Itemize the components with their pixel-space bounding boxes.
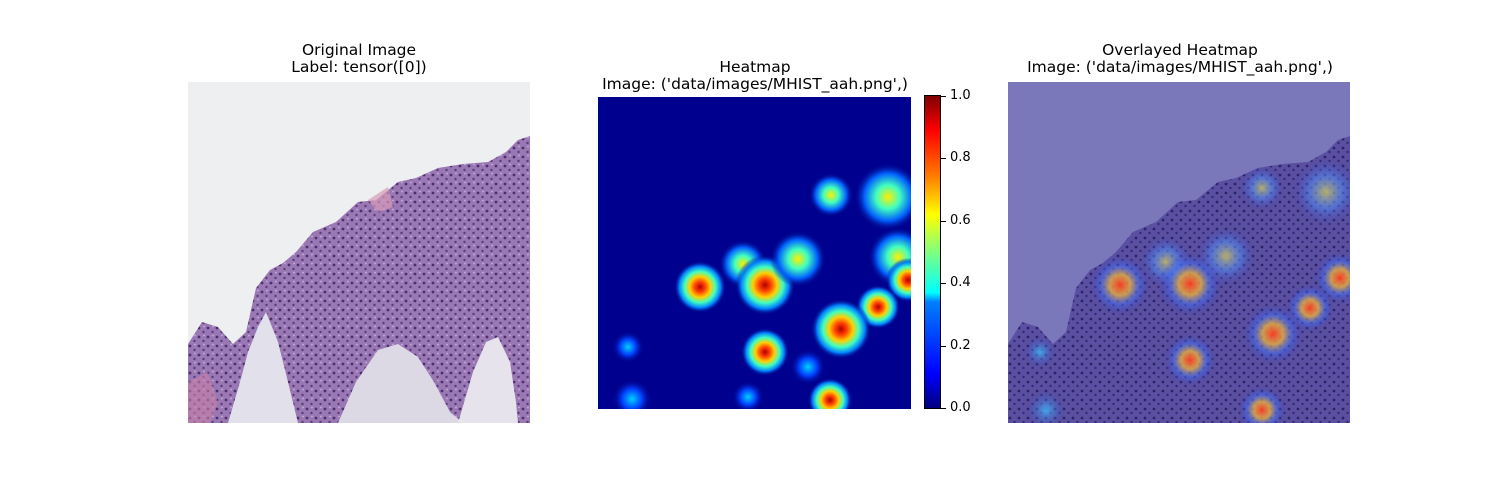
heatmap-title-line1: Heatmap — [560, 59, 950, 76]
colorbar-tick-mark — [941, 96, 946, 97]
original-image-title-line1: Original Image — [188, 42, 530, 59]
colorbar-tick-label: 0.2 — [950, 339, 971, 353]
colorbar-tick-label: 0.0 — [950, 401, 971, 415]
colorbar-tick-mark — [941, 158, 946, 159]
heatmap-title: Heatmap Image: ('data/images/MHIST_aah.p… — [560, 59, 950, 93]
heatmap-colorbar — [924, 95, 941, 409]
colorbar-tick-label: 0.4 — [950, 276, 971, 290]
original-image-label: Label: tensor([0]) — [188, 59, 530, 76]
overlayed-heatmap-image — [1008, 82, 1350, 423]
colorbar-tick-mark — [941, 408, 946, 409]
colorbar-tick-mark — [941, 283, 946, 284]
original-histology-image — [188, 82, 530, 423]
colorbar-tick-label: 1.0 — [950, 89, 971, 103]
overlay-image-path: Image: ('data/images/MHIST_aah.png',) — [985, 59, 1375, 76]
colorbar-tick-mark — [941, 221, 946, 222]
heatmap-image — [598, 97, 911, 409]
original-image-title: Original Image Label: tensor([0]) — [188, 42, 530, 76]
colorbar-tick-mark — [941, 346, 946, 347]
overlay-title: Overlayed Heatmap Image: ('data/images/M… — [985, 42, 1375, 76]
overlay-title-line1: Overlayed Heatmap — [985, 42, 1375, 59]
colorbar-tick-label: 0.6 — [950, 214, 971, 228]
colorbar-tick-label: 0.8 — [950, 151, 971, 165]
heatmap-image-path: Image: ('data/images/MHIST_aah.png',) — [560, 76, 950, 93]
